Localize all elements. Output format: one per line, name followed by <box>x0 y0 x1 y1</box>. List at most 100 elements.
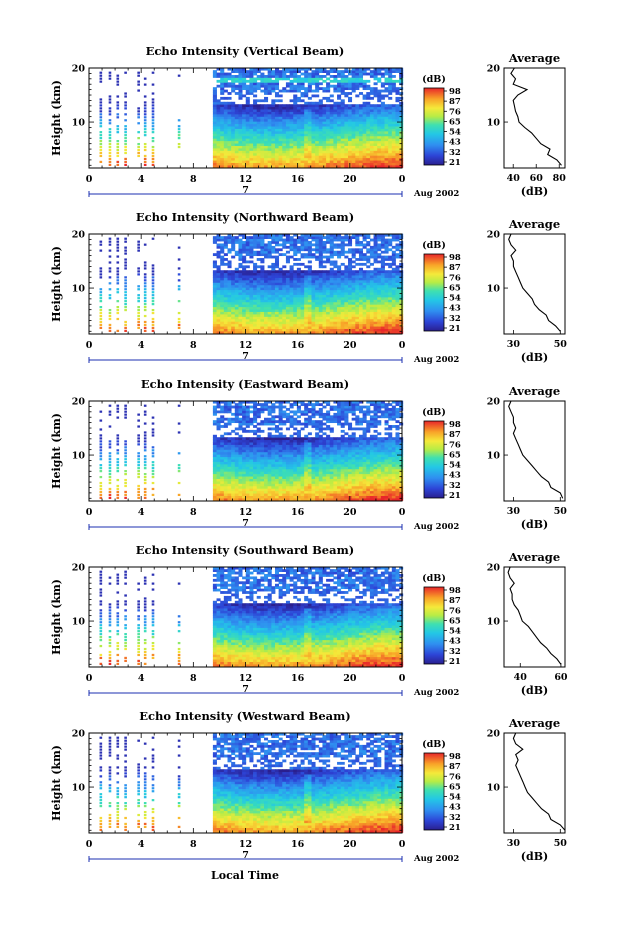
data-cell <box>227 490 232 494</box>
data-cell <box>137 145 140 149</box>
data-cell <box>384 321 389 325</box>
data-cell <box>99 145 103 149</box>
data-cell <box>124 258 127 261</box>
data-cell <box>249 238 254 242</box>
data-cell <box>351 150 356 154</box>
data-cell <box>234 311 239 315</box>
data-cell <box>322 104 327 108</box>
data-cell <box>326 301 331 305</box>
data-cell <box>391 130 396 134</box>
data-cell <box>326 250 331 254</box>
data-cell <box>300 311 305 315</box>
data-cell <box>264 84 269 88</box>
data-cell <box>264 77 269 81</box>
data-cell <box>348 126 353 129</box>
data-cell <box>260 165 265 168</box>
data-cell <box>116 461 120 464</box>
data-cell <box>377 106 382 110</box>
data-cell <box>253 270 258 274</box>
data-cell <box>278 267 283 271</box>
data-cell <box>282 121 287 125</box>
data-cell <box>311 243 316 247</box>
data-cell <box>245 331 250 334</box>
data-cell <box>293 316 298 320</box>
data-cell <box>391 304 396 308</box>
data-cell <box>108 122 112 125</box>
data-cell <box>249 275 254 278</box>
data-cell <box>333 287 338 291</box>
data-cell <box>267 314 272 317</box>
data-cell <box>137 434 140 437</box>
data-cell <box>143 104 147 107</box>
data-cell <box>282 111 287 115</box>
data-cell <box>340 77 345 81</box>
data-cell <box>337 135 342 139</box>
data-cell <box>234 284 239 288</box>
data-cell <box>358 67 364 71</box>
data-cell <box>315 326 320 329</box>
data-cell <box>249 165 254 168</box>
data-cell <box>337 106 342 110</box>
data-cell <box>380 238 385 242</box>
data-cell <box>245 152 250 156</box>
data-cell <box>348 301 353 305</box>
x-tick-label: 20 <box>343 340 357 351</box>
data-cell <box>289 275 294 278</box>
data-cell <box>256 309 261 312</box>
data-cell <box>300 287 305 291</box>
data-cell <box>289 241 294 244</box>
data-cell <box>223 245 228 249</box>
data-cell <box>99 154 103 158</box>
data-cell <box>300 326 305 329</box>
data-cell <box>137 326 140 330</box>
data-cell <box>234 485 239 489</box>
data-cell <box>311 253 316 257</box>
data-cell <box>220 255 225 259</box>
data-cell <box>293 250 298 254</box>
data-cell <box>249 104 254 108</box>
data-cell <box>315 87 320 91</box>
data-cell <box>388 143 393 146</box>
data-cell <box>340 326 345 329</box>
data-cell <box>231 468 236 472</box>
data-cell <box>315 128 320 132</box>
data-cell <box>267 126 272 129</box>
data-cell <box>289 311 294 315</box>
data-cell <box>267 299 272 303</box>
data-cell <box>212 495 217 499</box>
data-cell <box>337 250 342 254</box>
data-cell <box>223 316 228 320</box>
data-cell <box>212 296 217 300</box>
data-cell <box>234 326 239 329</box>
data-cell <box>212 92 217 95</box>
data-cell <box>369 138 374 142</box>
data-cell <box>108 113 112 116</box>
data-cell <box>245 92 250 95</box>
data-cell <box>249 444 254 448</box>
data-cell <box>377 130 382 134</box>
data-cell <box>399 321 404 325</box>
data-cell <box>238 130 243 134</box>
data-cell <box>358 314 364 317</box>
data-cell <box>234 456 239 460</box>
data-cell <box>344 250 349 254</box>
data-cell <box>245 311 250 315</box>
data-cell <box>391 255 396 259</box>
data-cell <box>143 303 147 306</box>
data-cell <box>329 272 334 276</box>
data-cell <box>212 328 217 332</box>
data-cell <box>124 140 127 143</box>
data-cell <box>238 427 243 431</box>
data-cell <box>307 296 312 300</box>
data-cell <box>108 452 112 455</box>
data-cell <box>177 311 181 315</box>
data-cell <box>384 111 389 115</box>
data-cell <box>249 70 254 73</box>
data-cell <box>151 434 155 437</box>
data-cell <box>285 165 290 168</box>
data-cell <box>216 476 221 479</box>
data-cell <box>344 126 349 129</box>
data-cell <box>242 296 247 300</box>
data-cell <box>395 113 400 117</box>
data-cell <box>137 270 140 273</box>
